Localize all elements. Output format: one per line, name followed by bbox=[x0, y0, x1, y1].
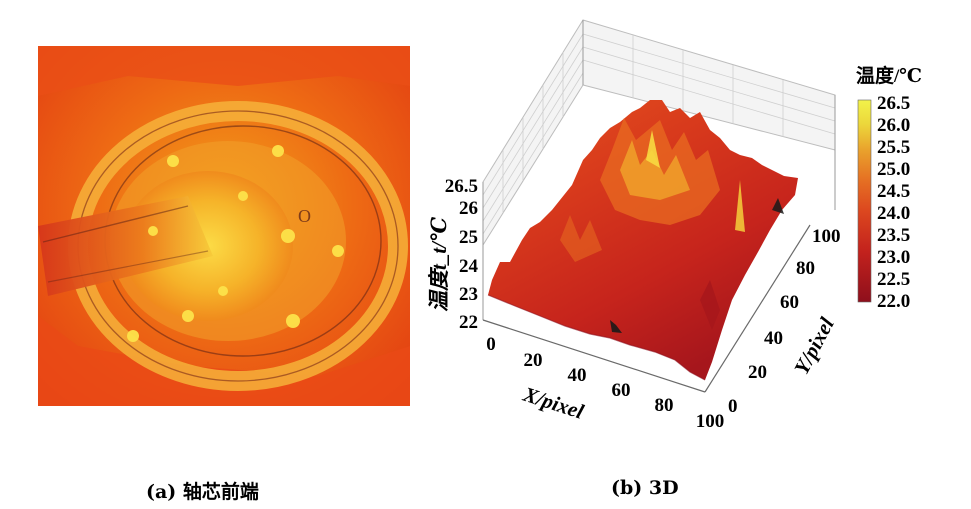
thermal-image: O bbox=[38, 46, 410, 406]
svg-text:20: 20 bbox=[748, 362, 767, 383]
x-axis-label: X/pixel bbox=[520, 382, 587, 424]
svg-text:22: 22 bbox=[459, 312, 478, 333]
temperature-surface bbox=[487, 100, 798, 381]
colorbar-label: 26.5 bbox=[877, 93, 910, 114]
y-axis-ticks: 0 20 40 60 80 100 bbox=[728, 226, 841, 417]
colorbar-label: 24.5 bbox=[877, 181, 910, 202]
colorbar-label: 24.0 bbox=[877, 203, 910, 224]
colorbar-label: 23.0 bbox=[877, 247, 910, 268]
z-axis-ticks: 26.5 26 25 24 23 22 bbox=[445, 176, 479, 333]
svg-text:20: 20 bbox=[524, 350, 543, 371]
colorbar-label: 22.0 bbox=[877, 291, 910, 312]
svg-text:80: 80 bbox=[655, 395, 674, 416]
svg-text:100: 100 bbox=[696, 411, 725, 432]
axis-lines bbox=[482, 224, 811, 393]
colorbar-label: 26.0 bbox=[877, 115, 910, 136]
svg-text:26: 26 bbox=[459, 198, 478, 219]
caption-b: (b) 3D bbox=[611, 477, 679, 499]
colorbar-title: 温度/℃ bbox=[856, 64, 922, 87]
caption-a: (a) 轴芯前端 bbox=[146, 481, 259, 503]
colorbar-bar bbox=[857, 99, 872, 303]
svg-text:80: 80 bbox=[796, 258, 815, 279]
surface-3d-plot: 26.5 26 25 24 23 22 温度t_t/℃ 0 20 40 60 8… bbox=[427, 19, 922, 432]
x-axis-ticks: 0 20 40 60 80 100 bbox=[486, 334, 724, 432]
grid-lines bbox=[482, 33, 836, 235]
z-axis-label: 温度t_t/℃ bbox=[427, 217, 451, 312]
svg-text:100: 100 bbox=[812, 226, 841, 247]
svg-text:O: O bbox=[298, 206, 311, 226]
svg-text:23: 23 bbox=[459, 284, 478, 305]
colorbar-label: 23.5 bbox=[877, 225, 910, 246]
colorbar-label: 25.0 bbox=[877, 159, 910, 180]
svg-text:0: 0 bbox=[728, 396, 738, 417]
y-axis-label: Y/pixel bbox=[789, 313, 839, 378]
colorbar: 温度/℃ 26.5 26.0 25.5 25.0 24.5 24.0 23.5 … bbox=[856, 64, 922, 312]
svg-text:40: 40 bbox=[764, 328, 783, 349]
svg-text:60: 60 bbox=[780, 292, 799, 313]
shaft bbox=[38, 196, 213, 296]
thermal-image-svg: O bbox=[38, 46, 410, 406]
colorbar-label: 22.5 bbox=[877, 269, 910, 290]
svg-text:0: 0 bbox=[486, 334, 496, 355]
svg-text:60: 60 bbox=[612, 380, 631, 401]
svg-text:25: 25 bbox=[459, 227, 478, 248]
svg-text:26.5: 26.5 bbox=[445, 176, 478, 197]
svg-text:24: 24 bbox=[459, 256, 479, 277]
colorbar-label: 25.5 bbox=[877, 137, 910, 158]
svg-text:40: 40 bbox=[568, 365, 587, 386]
hot-spots bbox=[127, 145, 344, 342]
